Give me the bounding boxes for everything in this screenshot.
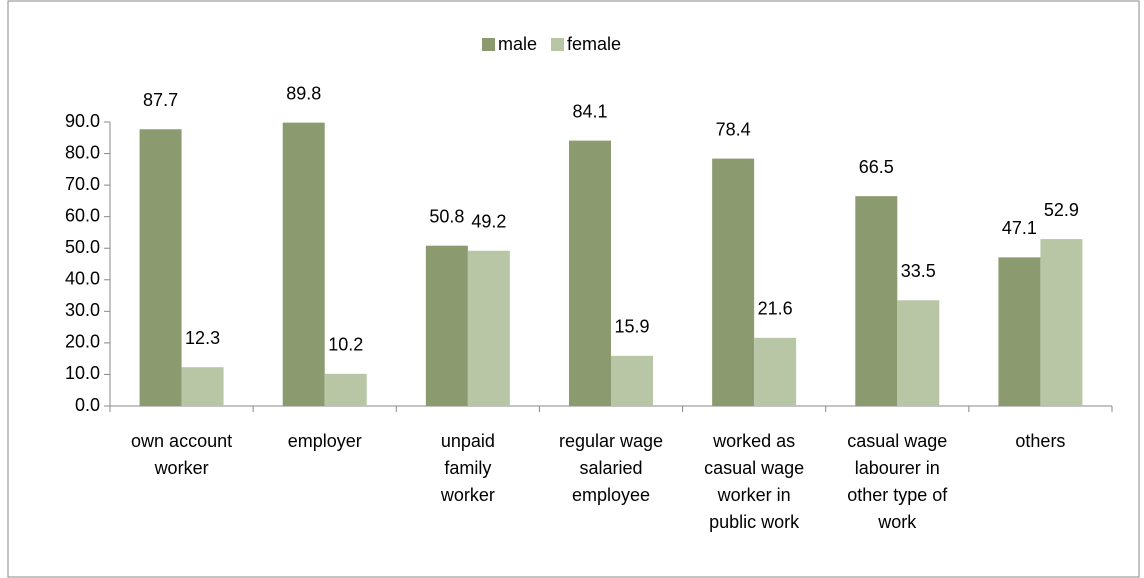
x-tick-label-line: worked as: [712, 431, 795, 451]
bar: [611, 355, 653, 406]
x-tick-label-line: other type of: [847, 485, 948, 505]
x-tick-label-line: casual wage: [847, 431, 947, 451]
x-tick-label-line: worker in: [717, 485, 791, 505]
value-label: 84.1: [572, 101, 607, 121]
legend-label: female: [567, 34, 621, 54]
value-label: 52.9: [1044, 200, 1079, 220]
value-label: 10.2: [328, 335, 363, 355]
value-label: 78.4: [716, 119, 751, 139]
x-tick-label: employer: [288, 431, 362, 451]
value-label: 89.8: [286, 83, 321, 103]
bar: [324, 373, 367, 406]
legend-swatch: [482, 38, 495, 51]
x-tick-label-line: own account: [131, 431, 232, 451]
y-tick-label: 60.0: [65, 205, 100, 225]
bar: [712, 158, 755, 406]
x-tick-label: own account worker: [131, 431, 232, 478]
value-label: 66.5: [859, 157, 894, 177]
bar: [897, 300, 940, 406]
value-label: 49.2: [471, 211, 506, 231]
value-label: 12.3: [185, 328, 220, 348]
x-tick-label-line: unpaid: [441, 431, 495, 451]
y-tick-label: 0.0: [75, 395, 100, 415]
value-label: 87.7: [143, 90, 178, 110]
y-tick-label: 90.0: [65, 111, 100, 131]
bar: [754, 337, 797, 406]
value-label: 33.5: [901, 261, 936, 281]
bar: [998, 257, 1041, 406]
x-tick-label-line: public work: [709, 512, 800, 532]
y-tick-label: 50.0: [65, 237, 100, 257]
bar: [425, 245, 468, 406]
x-tick-label: regular wage salaried employee: [559, 431, 663, 505]
y-tick-label: 70.0: [65, 174, 100, 194]
bar: [855, 196, 898, 406]
bar: [467, 250, 510, 406]
y-tick-label: 10.0: [65, 363, 100, 383]
bar: [282, 122, 325, 407]
x-tick-label: casual wage labourer in other type of work: [847, 431, 948, 532]
bar: [181, 367, 224, 406]
y-tick-label: 80.0: [65, 142, 100, 162]
x-tick-label-line: worker: [440, 485, 495, 505]
x-tick-label: worked as casual wage worker in public work: [704, 431, 804, 532]
x-tick-label-line: salaried: [579, 458, 642, 478]
bar: [1040, 239, 1083, 406]
x-tick-label-line: family: [444, 458, 491, 478]
x-tick-label-line: regular wage: [559, 431, 663, 451]
x-tick-label: others: [1015, 431, 1065, 451]
x-tick-label-line: employee: [572, 485, 650, 505]
value-label: 21.6: [758, 299, 793, 319]
y-tick-label: 20.0: [65, 332, 100, 352]
legend-swatch: [551, 38, 565, 51]
x-tick-label-line: others: [1015, 431, 1065, 451]
value-label: 47.1: [1002, 218, 1037, 238]
x-tick-label: unpaid family worker: [440, 431, 495, 505]
legend-label: male: [498, 34, 537, 54]
y-tick-label: 40.0: [65, 269, 100, 289]
x-tick-label-line: labourer in: [855, 458, 940, 478]
x-tick-label-line: worker: [154, 458, 209, 478]
value-label: 15.9: [614, 317, 649, 337]
x-tick-label-line: employer: [288, 431, 362, 451]
bar: [569, 140, 611, 406]
bar: [139, 129, 182, 406]
value-label: 50.8: [429, 206, 464, 226]
x-tick-label-line: work: [877, 512, 917, 532]
x-tick-label-line: casual wage: [704, 458, 804, 478]
y-tick-label: 30.0: [65, 300, 100, 320]
